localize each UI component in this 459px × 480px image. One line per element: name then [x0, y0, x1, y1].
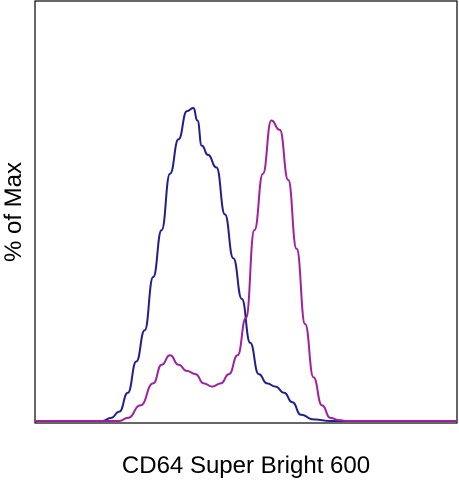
x-axis-label: CD64 Super Bright 600: [122, 452, 370, 479]
series-magenta-line: [34, 119, 457, 423]
series-blue-line: [34, 107, 457, 423]
plot-frame: [34, 0, 458, 424]
series-layer: [34, 107, 457, 423]
y-axis-label: % of Max: [0, 162, 27, 262]
